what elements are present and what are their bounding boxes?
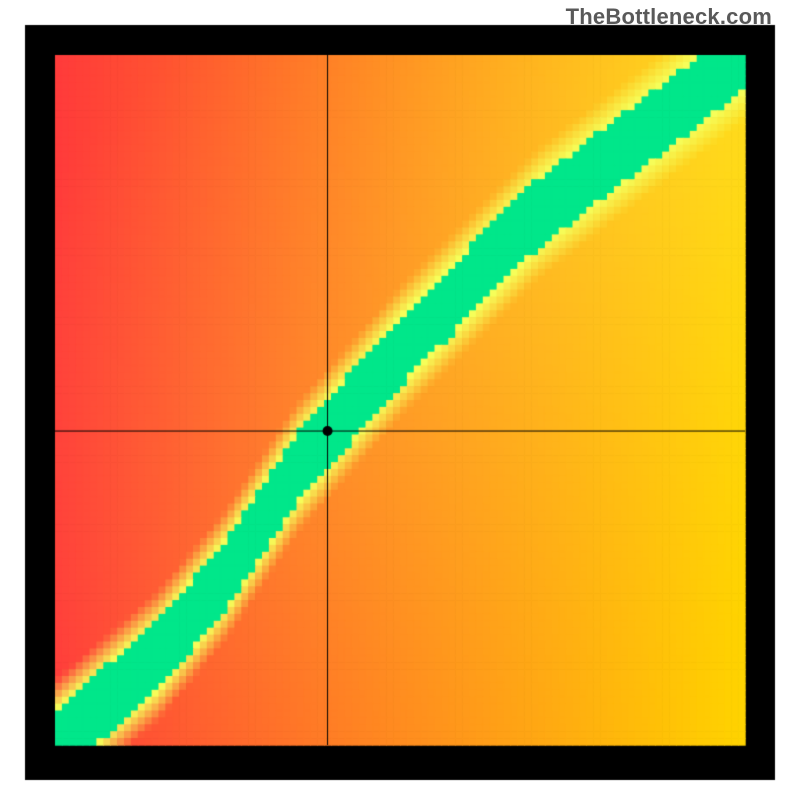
heatmap-canvas — [0, 0, 800, 800]
chart-container: TheBottleneck.com — [0, 0, 800, 800]
watermark-text: TheBottleneck.com — [566, 4, 772, 30]
